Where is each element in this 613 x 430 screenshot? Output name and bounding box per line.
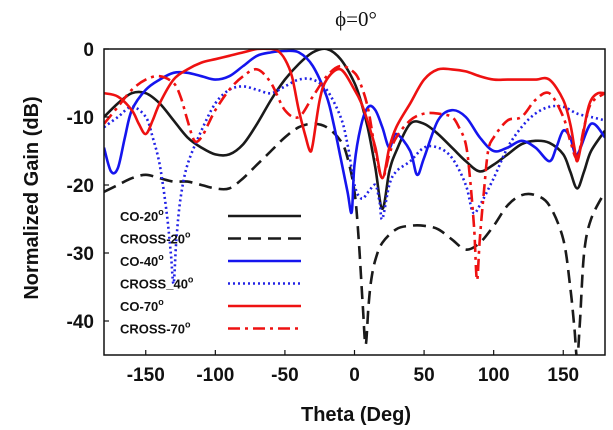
legend-label: CO-40o [120,252,164,269]
x-tick-label: -100 [196,365,234,386]
legend-label: CO-70o [120,297,164,314]
series-line-co-40 [104,49,605,215]
y-tick-label: -30 [67,244,94,265]
series-line-co-20 [104,49,605,211]
y-axis-ticks: 0 -10 -20 -30 -40 [67,40,109,333]
legend-label: CO-20o [120,207,164,224]
legend-label: CROSS-70o [120,320,191,337]
y-tick-label: -10 [67,108,94,129]
x-tick-label: 0 [349,365,360,386]
legend: CO-20o CROSS-20o CO-40o CROSS_40o CO-70o CROS… [120,207,301,337]
x-axis-title: Theta (Deg) [301,404,411,426]
series-line-cross-20 [104,122,605,355]
series-line-cross-40 [104,77,605,285]
x-tick-label: 100 [478,365,510,386]
chart-title: ϕ=0° [335,7,377,31]
x-tick-label: -150 [127,365,165,386]
x-tick-label: 50 [414,365,435,386]
legend-label: CROSS_40o [120,275,194,292]
y-axis-title: Normalized Gain (dB) [21,96,43,299]
series-line-cross-70 [104,64,605,282]
x-tick-label: -50 [271,365,298,386]
y-tick-label: 0 [83,40,94,61]
y-tick-label: -40 [67,312,94,333]
y-tick-label: -20 [67,176,94,197]
plot-area [103,48,606,356]
series-line-co-70 [104,49,605,180]
x-tick-label: 150 [547,365,579,386]
legend-label: CROSS-20o [120,230,191,247]
x-axis-ticks: -150 -100 -50 0 50 100 150 [127,350,579,386]
